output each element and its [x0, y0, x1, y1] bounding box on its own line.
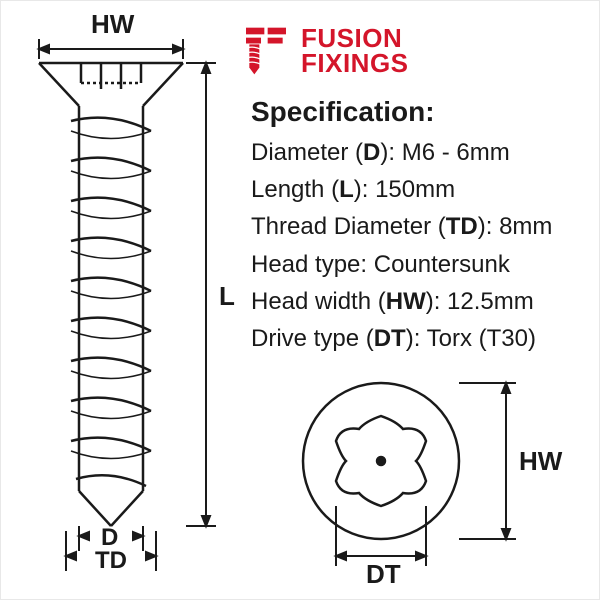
product-spec-diagram: HW: [0, 0, 600, 600]
spec-line: Drive type (DT): Torx (T30): [251, 320, 591, 357]
spec-title: Specification:: [251, 96, 591, 128]
hw-side-label: HW: [519, 446, 562, 477]
spec-line: Length (L): 150mm: [251, 171, 591, 208]
spec-line: Diameter (D): M6 - 6mm: [251, 134, 591, 171]
spec-line: Head width (HW): 12.5mm: [251, 283, 591, 320]
spec-line: Head type: Countersunk: [251, 246, 591, 283]
brand-line2: FIXINGS: [301, 51, 409, 76]
l-label: L: [219, 281, 235, 312]
hw-top-label: HW: [91, 9, 134, 40]
head-top-view: HW DT: [281, 361, 581, 581]
specification-block: Specification: Diameter (D): M6 - 6mmLen…: [251, 96, 591, 357]
screw-side-view: HW: [21, 31, 221, 571]
fusion-fixings-icon: [241, 26, 291, 76]
dt-label: DT: [366, 559, 401, 590]
brand-name: FUSION FIXINGS: [301, 26, 409, 75]
td-label: TD: [95, 547, 127, 575]
screw-svg: [21, 31, 221, 571]
brand-logo: FUSION FIXINGS: [241, 26, 409, 76]
spec-line: Thread Diameter (TD): 8mm: [251, 208, 591, 245]
spec-lines: Diameter (D): M6 - 6mmLength (L): 150mmT…: [251, 134, 591, 357]
